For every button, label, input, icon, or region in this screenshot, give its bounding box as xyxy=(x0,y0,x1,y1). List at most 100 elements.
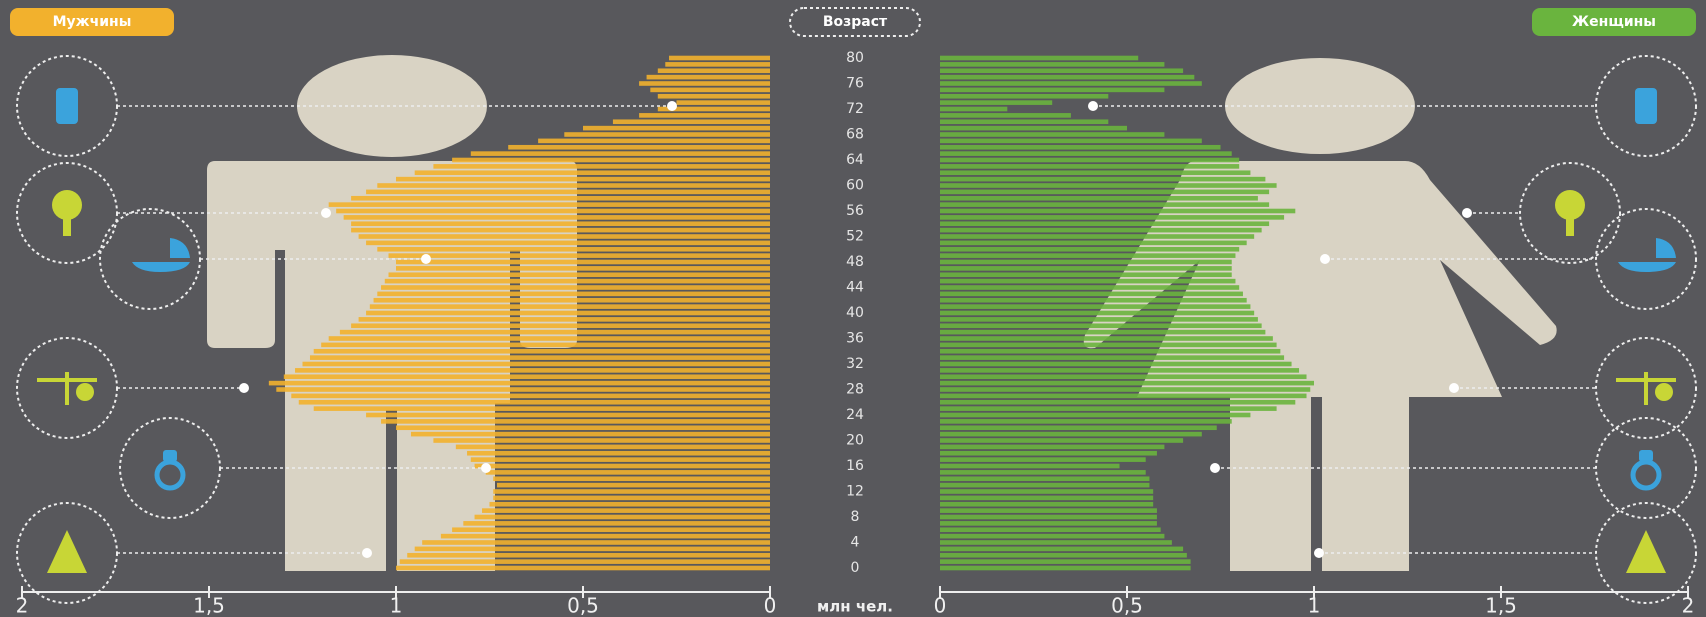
bar xyxy=(940,380,1314,386)
mobile-icon xyxy=(1616,372,1676,405)
bar xyxy=(940,259,1232,265)
bar xyxy=(422,540,770,545)
x-tick-label: 1,5 xyxy=(193,594,225,617)
age-label: 80 xyxy=(846,50,864,66)
bar xyxy=(940,227,1262,233)
age-label: 28 xyxy=(846,382,864,398)
bar xyxy=(388,253,770,258)
bar xyxy=(940,412,1251,418)
bar xyxy=(940,540,1172,545)
bar xyxy=(940,501,1154,507)
bar xyxy=(493,476,770,482)
bar xyxy=(650,87,770,93)
leader-dot xyxy=(239,383,249,393)
age-label: 16 xyxy=(846,458,864,474)
bar xyxy=(940,195,1258,201)
female-icons xyxy=(1519,55,1697,604)
bar xyxy=(940,189,1270,195)
bar xyxy=(381,419,770,424)
bar xyxy=(396,565,770,571)
x-tick-label: 0,5 xyxy=(1111,594,1143,617)
bar xyxy=(940,55,1139,61)
bar xyxy=(665,62,770,67)
age-label: 0 xyxy=(851,560,860,576)
mobile-ball xyxy=(76,383,94,401)
leader-dot xyxy=(1449,383,1459,393)
leader-dot xyxy=(1314,548,1324,558)
bar xyxy=(612,119,770,125)
bar xyxy=(940,348,1281,354)
leader-dot xyxy=(667,101,677,111)
bar xyxy=(940,393,1307,399)
pyramid-icon xyxy=(47,530,87,573)
age-label: 68 xyxy=(846,127,864,143)
bar xyxy=(940,355,1285,360)
bar xyxy=(940,419,1232,424)
bar xyxy=(940,476,1150,482)
rattle-handle xyxy=(63,218,71,236)
rattle-icon xyxy=(1555,190,1585,220)
bar xyxy=(940,93,1109,99)
mobile-icon xyxy=(37,372,97,405)
leader-dot xyxy=(321,208,331,218)
leader-dot xyxy=(362,548,372,558)
female-head xyxy=(1225,58,1415,154)
bar xyxy=(940,278,1236,284)
bar xyxy=(358,317,770,322)
mobile-ball xyxy=(1655,383,1673,401)
bar xyxy=(940,565,1191,571)
bar xyxy=(940,106,1008,112)
bar xyxy=(538,138,770,144)
bar xyxy=(940,125,1127,131)
bar xyxy=(309,355,770,360)
bar xyxy=(396,176,770,182)
bar xyxy=(657,93,770,99)
bar xyxy=(940,317,1258,322)
male-head xyxy=(297,55,487,157)
bar xyxy=(493,495,770,501)
bar xyxy=(940,387,1311,392)
bar xyxy=(485,470,770,475)
bar xyxy=(669,55,770,61)
age-label: 52 xyxy=(846,229,864,245)
bar xyxy=(940,266,1232,271)
bar xyxy=(657,68,770,74)
leader-dot xyxy=(1088,101,1098,111)
bar xyxy=(328,202,770,207)
bar xyxy=(639,113,770,118)
bar xyxy=(388,272,770,278)
bar xyxy=(940,431,1202,437)
bar xyxy=(940,119,1109,125)
bar xyxy=(940,62,1165,67)
leaders xyxy=(117,101,1596,558)
bar xyxy=(940,457,1146,462)
x-tick-label: 1 xyxy=(390,594,403,617)
age-label: 76 xyxy=(846,76,864,92)
bar xyxy=(940,297,1247,303)
bar xyxy=(940,527,1161,533)
bar xyxy=(940,74,1195,80)
pyramid-icon xyxy=(1626,530,1666,573)
bar xyxy=(940,450,1157,456)
bar xyxy=(940,406,1277,411)
bar xyxy=(940,521,1157,526)
rattle-handle xyxy=(1566,218,1574,236)
bar xyxy=(940,546,1184,552)
bar xyxy=(452,527,770,533)
bar xyxy=(470,457,770,462)
bar xyxy=(377,291,770,297)
bar xyxy=(295,368,770,373)
leader-dot xyxy=(421,254,431,264)
x-tick-label: 0 xyxy=(764,594,777,617)
leader-dot xyxy=(1210,463,1220,473)
bar xyxy=(940,533,1165,539)
rattle-icon xyxy=(52,190,82,220)
bar xyxy=(366,240,770,246)
age-label: 72 xyxy=(846,101,864,117)
bar xyxy=(940,183,1277,188)
bar xyxy=(940,272,1232,278)
bar xyxy=(351,323,770,329)
legend-label: Женщины xyxy=(1572,14,1656,30)
bar xyxy=(433,438,770,443)
bar xyxy=(940,285,1240,290)
